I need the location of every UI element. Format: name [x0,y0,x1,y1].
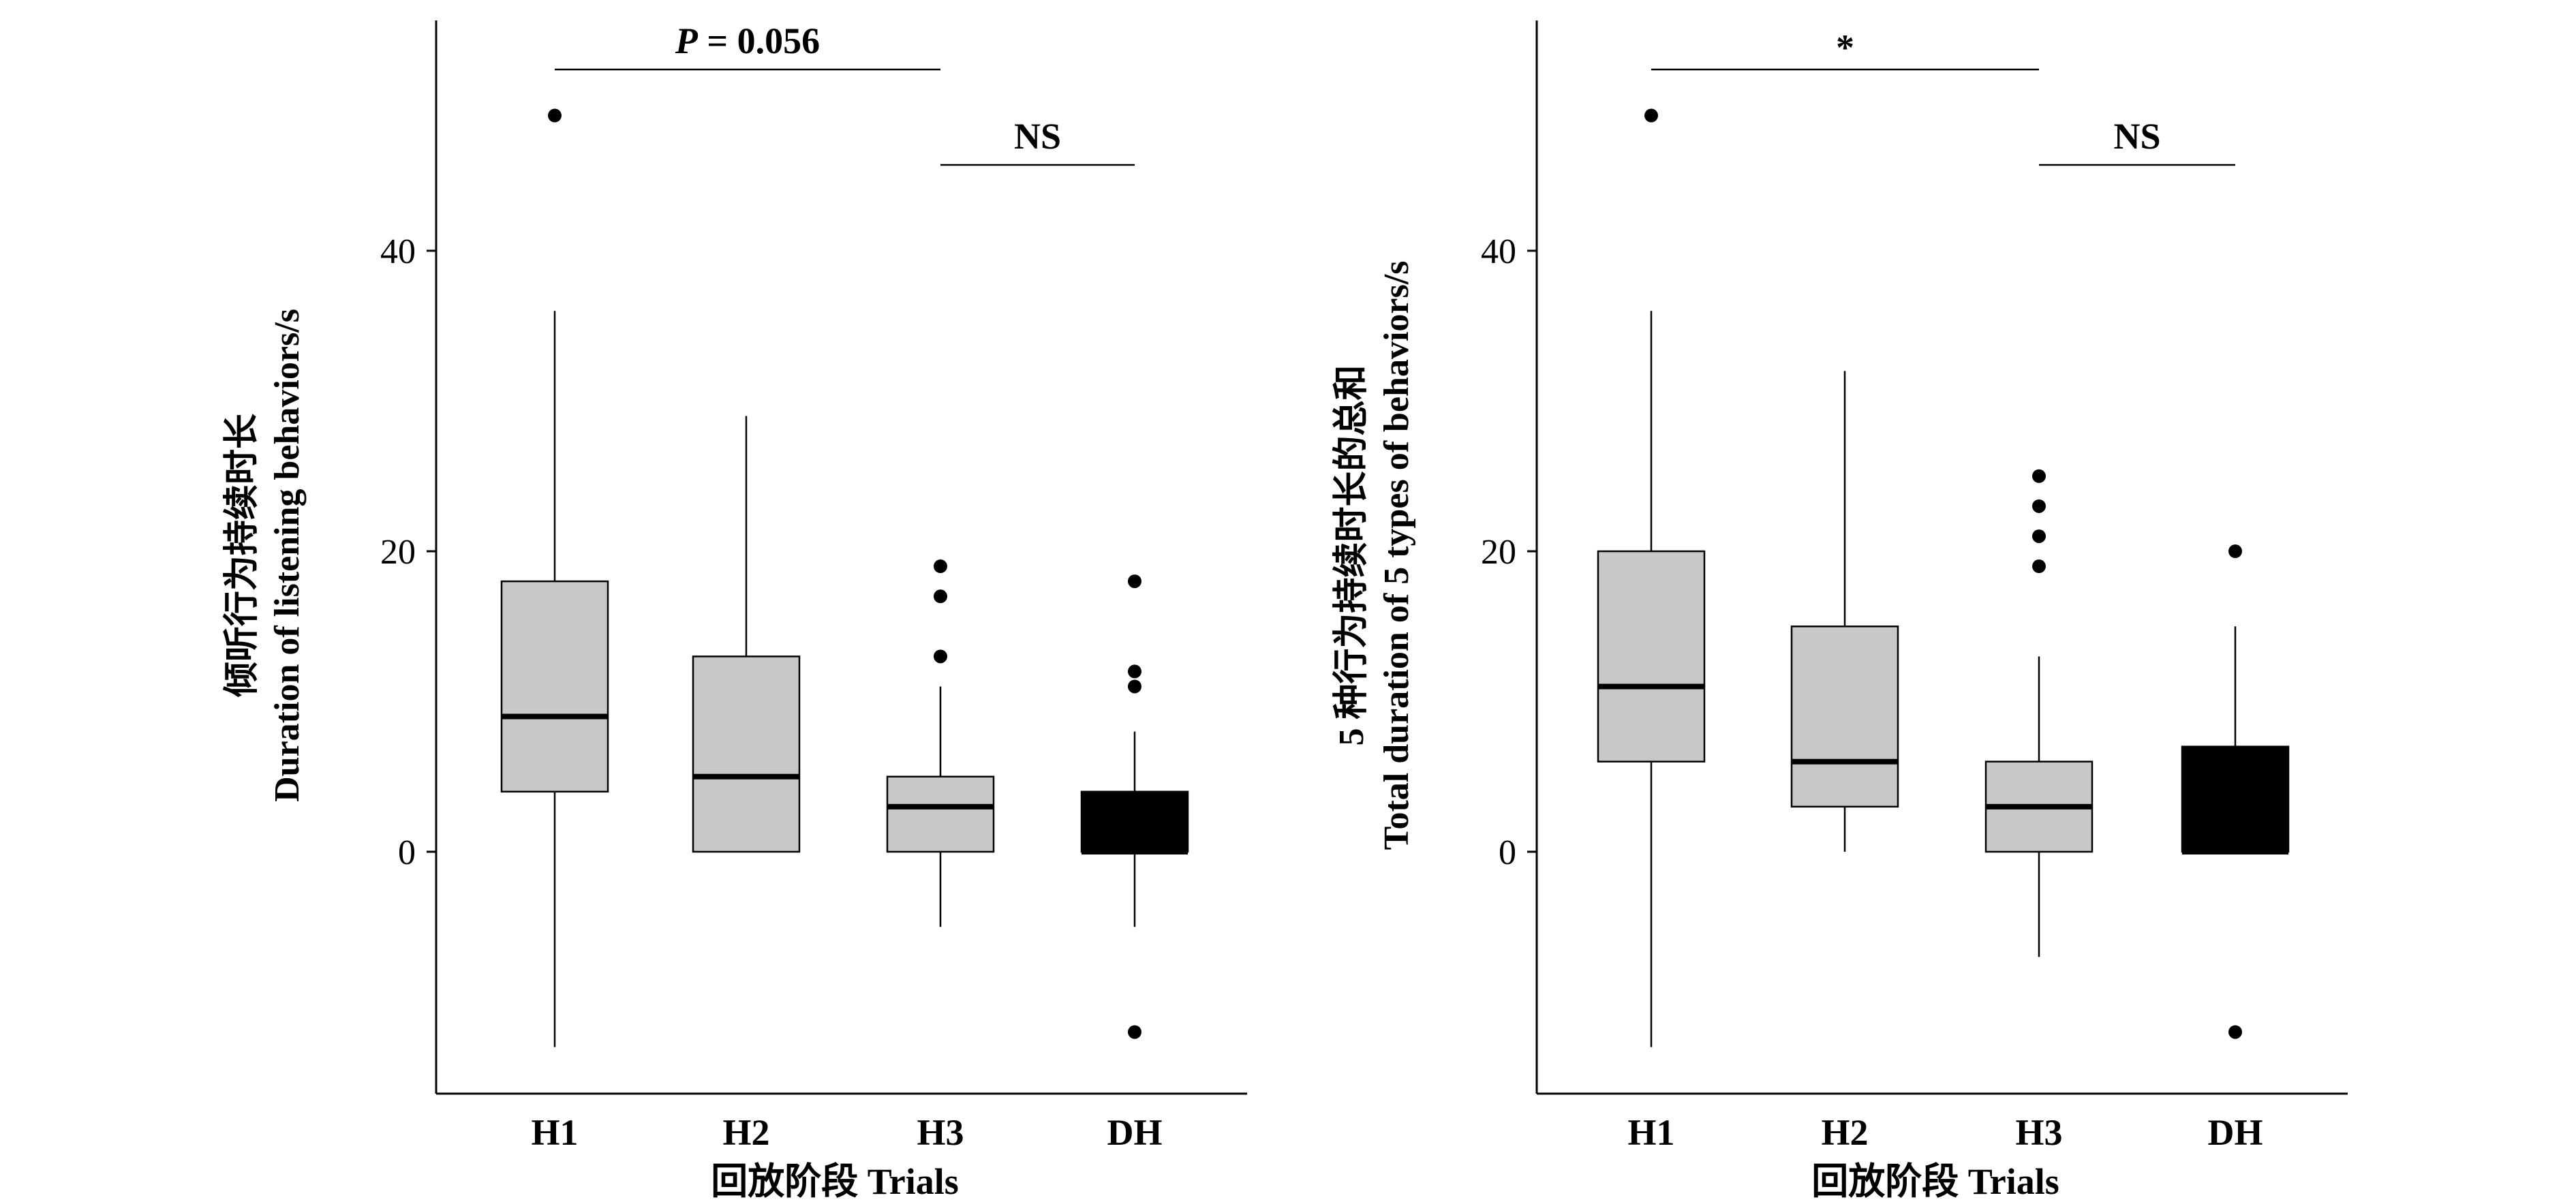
outlier-point [2228,544,2242,558]
y-axis-label-en: Duration of listening behaviors/s [268,309,307,802]
box-h3 [1984,469,2094,957]
x-axis-label: 回放阶段 Trials [711,1161,959,1202]
x-tick-label: H2 [1821,1112,1868,1153]
y-tick-label: 0 [398,833,416,872]
outlier-point [548,108,562,123]
outlier-point [934,649,947,664]
x-tick-label: H3 [2015,1112,2062,1153]
outlier-point [1128,574,1141,589]
box-dh [2181,544,2290,1039]
y-axis-label-en: Total duration of 5 types of behaviors/s [1377,261,1416,850]
box-h2 [692,416,801,853]
box-iqr [500,580,609,793]
significance-label: * [1836,27,1854,68]
outlier-point [2032,559,2046,574]
y-tick-label: 20 [1481,533,1516,572]
box-h2 [1790,371,1899,852]
y-tick-label: 0 [1499,833,1516,872]
significance-label: NS [1014,116,1061,157]
box-iqr [2181,745,2290,853]
outlier-point [934,559,947,574]
outlier-point [1644,108,1658,123]
outlier-point [934,589,947,604]
outlier-point [2032,469,2046,483]
outlier-point [1128,1025,1141,1039]
chart-panel-1: 0 20 40 H1 H2 H3 DH 回放阶段 Trials 倾听行为持续时长 Duration… [222,20,1247,1202]
x-tick-label: H1 [1627,1112,1674,1153]
y-tick-label: 20 [380,533,416,572]
y-tick-label: 40 [380,232,416,271]
x-tick-label: H1 [531,1112,578,1153]
chart-panel-2: 0 20 40 H1 H2 H3 DH 回放阶段 Trials 5 种行为持续时长的总和 Tota… [1332,20,2348,1202]
x-tick-label: H2 [722,1112,769,1153]
box-h1 [500,108,609,1047]
significance-label: P = 0.056 [675,20,820,61]
x-tick-label: DH [1107,1112,1163,1153]
x-axis-label: 回放阶段 Trials [1811,1161,2059,1202]
box-iqr [1790,626,1899,808]
outlier-point [2032,529,2046,543]
x-tick-label: H3 [917,1112,964,1153]
box-iqr [1597,550,1706,762]
y-axis-label-cn: 5 种行为持续时长的总和 [1332,365,1371,745]
x-tick-label: DH [2208,1112,2263,1153]
outlier-point [1128,679,1141,694]
box-h3 [886,559,995,927]
significance-label: NS [2113,116,2160,157]
box-h1 [1597,108,1706,1047]
y-tick-label: 40 [1481,232,1516,271]
box-iqr [1080,790,1189,853]
box-iqr [692,656,801,853]
box-iqr [886,775,995,853]
y-axis-label-cn: 倾听行为持续时长 [222,414,262,698]
box-dh [1080,574,1189,1039]
outlier-point [1128,664,1141,679]
outlier-point [2228,1025,2242,1039]
outlier-point [2032,499,2046,513]
